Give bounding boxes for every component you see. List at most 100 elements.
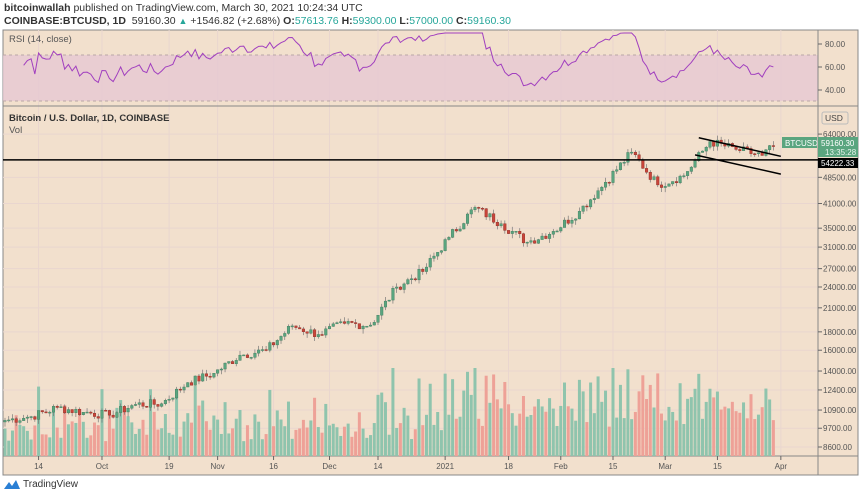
candle-down bbox=[298, 327, 302, 330]
time-tick-label: 2021 bbox=[436, 462, 454, 471]
volume-bar bbox=[167, 432, 171, 456]
countdown-label: 13:35:28 bbox=[825, 148, 857, 157]
volume-bar bbox=[480, 425, 484, 456]
candle-down bbox=[354, 322, 358, 324]
candle-up bbox=[380, 306, 384, 316]
volume-bar bbox=[156, 429, 160, 456]
volume-bar bbox=[89, 435, 93, 456]
volume-bar bbox=[697, 373, 701, 456]
high-label: H: bbox=[341, 15, 353, 27]
volume-bar bbox=[365, 437, 369, 456]
volume-bar bbox=[477, 418, 481, 456]
volume-bar bbox=[570, 408, 574, 456]
candle-up bbox=[234, 360, 238, 364]
volume-bar bbox=[44, 434, 48, 456]
volume-bar bbox=[324, 403, 328, 456]
candle-up bbox=[130, 405, 134, 409]
candle-up bbox=[768, 145, 772, 150]
price-tick-label: 14000.00 bbox=[823, 367, 857, 376]
time-tick-label: Nov bbox=[210, 462, 224, 471]
volume-bar bbox=[298, 428, 302, 456]
close-value: 59160.30 bbox=[467, 15, 511, 27]
volume-bar bbox=[756, 414, 760, 456]
candle-up bbox=[499, 223, 503, 227]
volume-bar bbox=[626, 369, 630, 456]
volume-bar bbox=[514, 425, 518, 456]
candle-up bbox=[126, 408, 130, 413]
volume-bar bbox=[473, 368, 477, 456]
candle-down bbox=[480, 208, 484, 210]
volume-bar bbox=[693, 388, 697, 456]
time-tick-label: Mar bbox=[658, 462, 672, 471]
candle-up bbox=[119, 406, 123, 413]
volume-bar bbox=[689, 397, 693, 456]
candle-up bbox=[223, 362, 227, 370]
tradingview-logo[interactable]: TradingView bbox=[4, 479, 78, 490]
candle-up bbox=[257, 349, 261, 354]
last-price-label: 59160.30 bbox=[821, 139, 855, 148]
candle-up bbox=[488, 213, 492, 218]
volume-bar bbox=[339, 435, 343, 456]
volume-bar bbox=[674, 420, 678, 456]
rsi-tick-label: 40.00 bbox=[825, 86, 846, 95]
volume-bar bbox=[760, 407, 764, 456]
volume-bar bbox=[466, 371, 470, 456]
candle-up bbox=[48, 411, 52, 414]
candle-up bbox=[372, 322, 376, 326]
time-axis[interactable]: 14 Oct 19 Nov 16 Dec 14 2021 18 Feb 15 Mar 15 Apr bbox=[34, 456, 787, 471]
volume-bar bbox=[749, 394, 753, 456]
candle-up bbox=[689, 166, 693, 172]
rsi-tick-label: 60.00 bbox=[825, 63, 846, 72]
price-axis[interactable]: 80.00 60.00 40.00 64000.00 48500.00 41000.00 3… bbox=[818, 40, 857, 452]
price-tick-label: 64000.00 bbox=[823, 130, 857, 139]
volume-bar bbox=[216, 419, 220, 456]
price-chart[interactable]: RSI (14, close) Bitcoin / U.S. Dollar, 1… bbox=[0, 0, 860, 478]
volume-bar bbox=[715, 391, 719, 456]
currency-button[interactable] bbox=[821, 111, 849, 125]
volume-bar bbox=[458, 416, 462, 456]
brand-label: TradingView bbox=[23, 479, 79, 490]
candle-down bbox=[178, 388, 182, 391]
candle-up bbox=[615, 169, 619, 172]
volume-bar bbox=[745, 418, 749, 456]
candle-up bbox=[85, 411, 89, 414]
candle-up bbox=[417, 269, 421, 281]
candle-up bbox=[59, 406, 63, 408]
candle-up bbox=[286, 326, 290, 334]
candle-up bbox=[704, 146, 708, 152]
price-tick-label: 9700.00 bbox=[823, 424, 852, 433]
currency-label: USD bbox=[825, 113, 843, 123]
volume-bar bbox=[104, 441, 108, 456]
publish-info: bitcoinwallah published on TradingView.c… bbox=[4, 2, 363, 14]
volume-bar bbox=[753, 419, 757, 456]
volume-bar bbox=[313, 397, 317, 456]
volume-bar bbox=[451, 379, 455, 456]
volume-bar bbox=[286, 401, 290, 456]
price-tick-label: 18000.00 bbox=[823, 328, 857, 337]
candle-down bbox=[357, 323, 361, 330]
price-tick-label: 35000.00 bbox=[823, 224, 857, 233]
volume-bar bbox=[492, 374, 496, 456]
candle-up bbox=[51, 405, 55, 413]
rsi-band bbox=[3, 55, 818, 101]
volume-bar bbox=[81, 421, 85, 456]
price-tick-label: 21000.00 bbox=[823, 304, 857, 313]
candle-down bbox=[607, 182, 611, 184]
volume-bar bbox=[212, 415, 216, 456]
candle-up bbox=[536, 239, 540, 244]
time-tick-label: 16 bbox=[269, 462, 278, 471]
candle-up bbox=[570, 219, 574, 224]
candle-down bbox=[107, 410, 111, 416]
candle-up bbox=[469, 209, 473, 215]
candle-down bbox=[342, 321, 346, 324]
candle-up bbox=[253, 352, 257, 358]
volume-bar bbox=[701, 418, 705, 456]
candle-up bbox=[7, 419, 11, 422]
channel-lower-line[interactable] bbox=[694, 154, 782, 175]
candle-down bbox=[738, 149, 742, 151]
volume-bar bbox=[447, 414, 451, 456]
channel-upper-line[interactable] bbox=[698, 137, 782, 158]
volume-bar bbox=[618, 384, 622, 456]
volume-bar bbox=[648, 384, 652, 456]
volume-bar bbox=[678, 383, 682, 456]
